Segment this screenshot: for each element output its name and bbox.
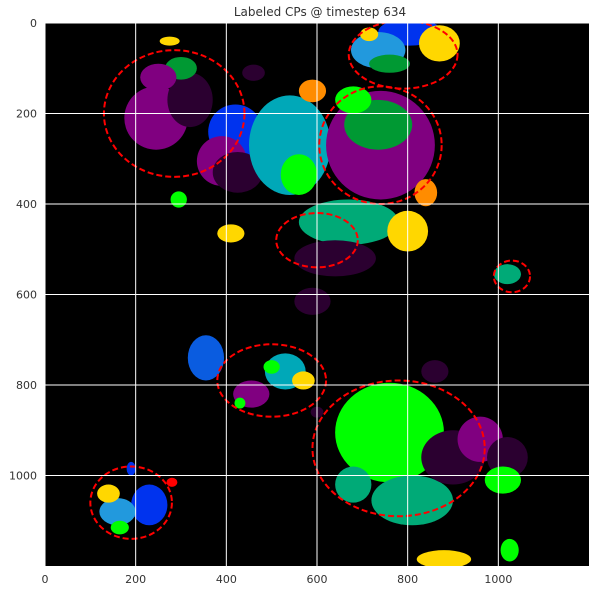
- region-outline-5: [216, 343, 328, 418]
- label-region-29: [371, 475, 454, 526]
- label-region-41: [170, 191, 187, 208]
- label-region-44: [242, 64, 265, 81]
- label-region-23: [187, 335, 225, 381]
- x-tick-label-800: 800: [397, 573, 418, 586]
- label-region-42: [500, 538, 519, 562]
- label-region-5: [360, 27, 379, 42]
- y-tick-label-0: 0: [30, 17, 37, 30]
- x-tick-label-600: 600: [307, 573, 328, 586]
- label-region-34: [335, 466, 372, 503]
- y-tick-label-800: 800: [16, 379, 37, 392]
- label-region-22: [416, 550, 472, 566]
- chart-title: Labeled CPs @ timestep 634: [234, 5, 406, 19]
- label-region-40: [217, 224, 245, 243]
- label-region-28: [335, 382, 444, 483]
- label-region-39: [126, 461, 136, 476]
- label-region-47: [234, 397, 246, 409]
- y-tick-label-400: 400: [16, 198, 37, 211]
- label-region-49: [294, 287, 331, 315]
- label-region-50: [421, 360, 449, 383]
- label-region-0: [493, 264, 521, 285]
- label-region-16: [344, 99, 413, 150]
- label-region-27: [263, 360, 280, 374]
- label-region-43: [159, 36, 180, 46]
- label-region-36: [99, 498, 136, 526]
- y-tick-label-200: 200: [16, 108, 37, 121]
- label-region-33: [484, 466, 521, 494]
- y-tick-label-600: 600: [16, 289, 37, 302]
- x-tick-label-400: 400: [216, 573, 237, 586]
- label-region-11: [140, 63, 177, 91]
- label-region-37: [97, 484, 120, 503]
- label-region-21: [166, 477, 178, 487]
- x-tick-label-0: 0: [42, 573, 49, 586]
- x-tick-label-1000: 1000: [484, 573, 512, 586]
- label-region-12: [212, 151, 263, 193]
- label-region-17: [335, 86, 372, 114]
- label-region-35: [131, 484, 168, 526]
- grid-lines: [44, 22, 589, 566]
- label-region-14: [280, 154, 317, 195]
- label-region-38: [110, 520, 129, 535]
- label-region-26: [292, 371, 315, 390]
- label-region-4: [419, 25, 460, 62]
- region-outline-4: [89, 465, 173, 540]
- region-outline-2: [347, 23, 459, 90]
- label-region-45: [298, 79, 327, 103]
- x-axis-ticks: 0 200 400 600 800 1000: [42, 573, 513, 586]
- region-outline-3: [311, 379, 486, 518]
- label-region-46: [414, 179, 438, 207]
- y-axis-ticks: 0 200 400 600 800 1000: [9, 17, 37, 483]
- label-region-3: [369, 54, 410, 73]
- y-tick-label-1000: 1000: [9, 470, 37, 483]
- region-outline-6: [492, 259, 532, 294]
- x-tick-label-200: 200: [125, 573, 146, 586]
- label-region-20: [294, 240, 376, 277]
